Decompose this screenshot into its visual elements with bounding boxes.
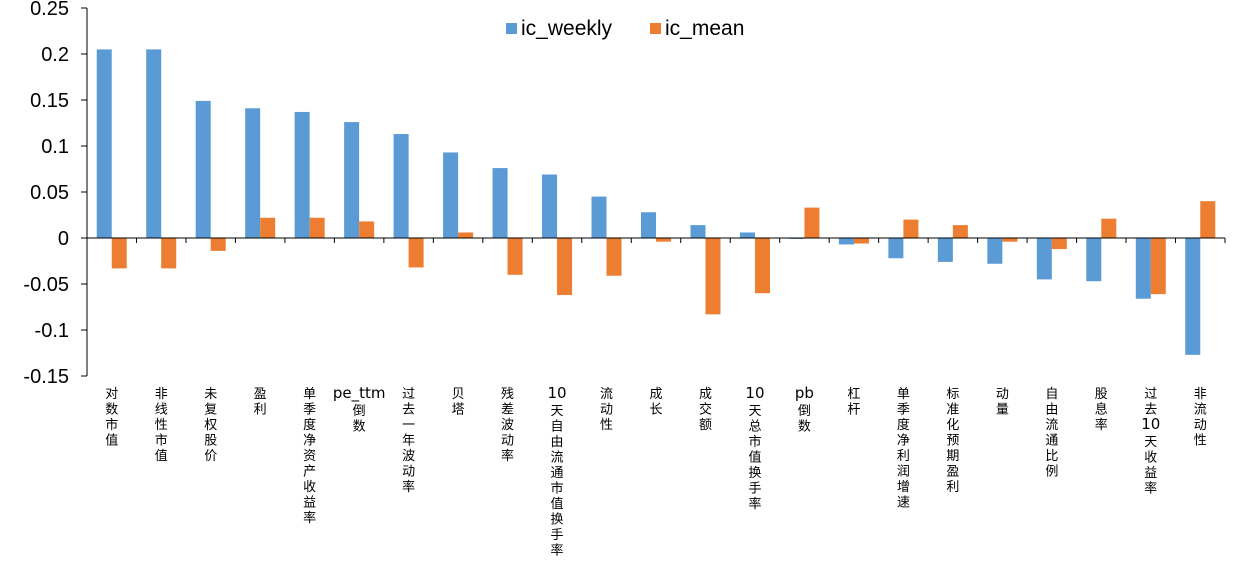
ic_weekly-legend-swatch: [506, 23, 517, 34]
category-labels: 对数市值 非线性市值 未复权股价 盈利 单季度净资产收益率 pe_ttm 倒数 过去一年波动率…: [105, 384, 1207, 559]
legend-label: ic_mean: [665, 17, 744, 40]
ic_mean-bar: [754, 238, 770, 294]
ic_mean-bar: [260, 217, 276, 238]
ic_mean-bar: [804, 207, 820, 238]
ic_mean-bar: [210, 238, 226, 251]
ic_weekly-bar: [344, 122, 360, 238]
legend: ic_weekly ic_mean: [506, 17, 744, 40]
ic_mean-bar: [606, 238, 622, 276]
ic_mean-bar: [952, 225, 968, 238]
x-category-label: 成长: [649, 387, 662, 418]
ic_weekly-bar: [937, 238, 953, 262]
x-category-label: 动量: [996, 387, 1009, 418]
ic_mean-legend-swatch: [650, 23, 661, 34]
ic_weekly-bar: [1086, 238, 1102, 282]
x-category-label: 过去一年波动率: [402, 387, 415, 495]
x-category-label: pb 倒数: [795, 384, 814, 435]
y-tick-label: 0.05: [30, 182, 69, 204]
y-tick-label: 0: [58, 228, 69, 250]
ic_mean-bar: [408, 238, 424, 268]
ic_mean-bar: [557, 238, 573, 296]
ic_mean-bar: [853, 238, 869, 244]
x-category-label: 贝塔: [452, 387, 465, 418]
x-category-label: 过去 10 天收益率: [1141, 387, 1160, 497]
y-tick-label: -0.1: [35, 320, 69, 342]
ic_weekly-bar: [195, 100, 211, 238]
ic_mean-bar: [903, 219, 919, 238]
y-tick-label: 0.25: [30, 0, 69, 20]
bars: [96, 49, 1216, 355]
ic_weekly-bar: [838, 238, 854, 245]
ic_weekly-bar: [542, 174, 558, 238]
ic_mean-bar: [161, 238, 177, 269]
x-category-label: 盈利: [254, 387, 267, 418]
ic_weekly-bar: [1036, 238, 1052, 280]
x-category-label: 10 天总市值换手率: [745, 384, 764, 512]
ic_weekly-bar: [1135, 238, 1151, 299]
x-category-label: 单季度净资产收益率: [303, 387, 316, 526]
ic_mean-bar: [309, 217, 325, 238]
x-category-label: 未复权股价: [204, 387, 217, 464]
x-category-label: 对数市值: [105, 387, 118, 449]
ic_weekly-bar: [739, 232, 755, 238]
ic_mean-bar: [507, 238, 523, 275]
ic_weekly-bar: [591, 196, 607, 238]
x-category-label: 流动性: [600, 387, 613, 433]
y-axis: 0.25 0.2 0.15 0.1 0.05 0 -0.05 -0.1 -0.15: [23, 0, 88, 388]
x-category-label: 成交额: [699, 387, 712, 433]
ic_mean-bar: [1101, 218, 1117, 238]
x-category-label: 非流动性: [1194, 387, 1207, 449]
x-category-label: 单季度净利润增速: [897, 387, 910, 511]
legend-label: ic_weekly: [521, 17, 613, 40]
y-tick-label: 0.1: [41, 136, 69, 158]
ic_weekly-bar: [492, 168, 508, 238]
ic_mean-bar: [359, 221, 375, 238]
ic_mean-bar: [1051, 238, 1067, 250]
y-tick-label: 0.2: [41, 44, 69, 66]
ic_weekly-bar: [146, 49, 162, 239]
x-category-label: pe_ttm 倒数: [333, 384, 386, 435]
ic_mean-bar: [111, 238, 127, 269]
y-tick-label: 0.15: [30, 90, 69, 112]
x-category-label: 标准化预期盈利: [946, 387, 959, 495]
ic_weekly-bar: [888, 238, 904, 259]
x-category-label: 自由流通比例: [1045, 387, 1058, 480]
ic_weekly-bar: [393, 134, 409, 238]
ic_mean-bar: [705, 238, 721, 315]
x-category-label: 10 天自由流通市值换手率: [547, 384, 566, 559]
ic_weekly-bar: [96, 49, 112, 239]
ic_weekly-bar: [443, 152, 459, 238]
y-tick-label: -0.05: [23, 274, 69, 296]
ic_mean-bar: [656, 238, 671, 242]
y-tick-label: -0.15: [23, 366, 69, 388]
ic_weekly-bar: [690, 225, 706, 238]
x-category-label: 股息率: [1095, 387, 1108, 433]
x-category-label: 非线性市值: [155, 387, 168, 464]
ic_mean-bar: [1002, 238, 1018, 242]
ic_weekly-bar: [1185, 238, 1201, 355]
ic_weekly-bar: [294, 111, 310, 238]
ic_mean-bar: [1200, 201, 1216, 238]
ic_mean-bar: [1150, 238, 1166, 295]
ic_weekly-bar: [245, 108, 261, 238]
ic_weekly-bar: [987, 238, 1003, 264]
x-axis: [86, 237, 1226, 243]
x-category-label: 残差波动率: [501, 387, 514, 464]
ic_mean-bar: [458, 232, 474, 238]
x-category-label: 杠杆: [847, 386, 860, 418]
ic_weekly-bar: [641, 212, 656, 238]
